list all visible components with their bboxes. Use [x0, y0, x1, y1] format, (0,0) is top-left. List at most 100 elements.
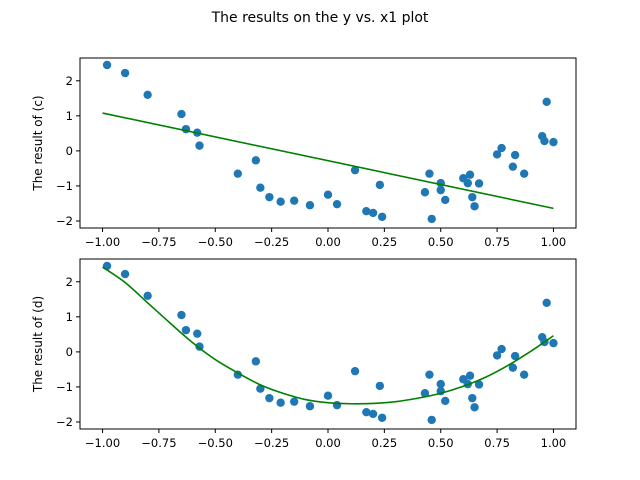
data-point: [251, 156, 261, 165]
data-point: [519, 370, 529, 379]
data-point: [497, 143, 506, 153]
y-tick-label: −1: [56, 380, 73, 394]
data-point: [276, 398, 285, 407]
subplots: −1.00 −0.75 −0.50 −0.25 0.00 0.25 0.50 0.75 1.00…: [31, 57, 577, 450]
data-point: [305, 402, 315, 411]
data-point: [519, 169, 529, 178]
data-point: [510, 150, 520, 160]
data-point: [362, 206, 371, 216]
data-point: [549, 137, 558, 147]
data-point: [441, 195, 450, 205]
data-point: [377, 413, 387, 422]
data-point: [425, 169, 434, 178]
plot-data-layer: [102, 60, 558, 224]
y-tick-label: −2: [56, 415, 73, 429]
y-tick-label: 0: [66, 345, 73, 359]
data-point: [492, 351, 502, 360]
x-tick-label: 0.75: [484, 235, 510, 249]
data-point: [436, 379, 445, 389]
data-point: [508, 162, 518, 171]
data-point: [143, 291, 152, 300]
data-point: [276, 197, 285, 206]
data-point: [474, 380, 484, 389]
data-point: [305, 201, 315, 210]
data-point: [427, 214, 436, 224]
data-point: [323, 190, 333, 199]
x-tick-label: 0.75: [484, 436, 510, 450]
y-tick-label: 2: [66, 74, 73, 88]
data-point: [497, 344, 506, 354]
data-point: [177, 109, 186, 119]
data-point: [181, 325, 191, 335]
data-point: [120, 269, 130, 279]
data-point: [427, 415, 436, 425]
data-point: [102, 60, 112, 70]
data-point: [375, 180, 385, 190]
x-tick-label: 0.25: [372, 235, 398, 249]
x-tick-label: 1.00: [541, 235, 567, 249]
subplot-2: −1.00 −0.75 −0.50 −0.25 0.00 0.25 0.50 0.75 1.00…: [31, 258, 577, 450]
x-tick-label: −0.25: [254, 235, 289, 249]
data-point: [468, 192, 477, 202]
x-tick-label: −0.75: [141, 436, 176, 450]
data-point: [120, 68, 130, 78]
data-point: [549, 338, 558, 348]
data-point: [362, 407, 371, 417]
fit-line: [102, 112, 554, 210]
x-tick-label: −1.00: [85, 436, 120, 450]
data-point: [323, 391, 333, 400]
data-point: [463, 178, 472, 188]
data-point: [195, 342, 204, 351]
data-point: [332, 400, 342, 410]
plot-data-layer: [102, 261, 558, 425]
data-point: [368, 409, 378, 419]
y-axis-label: The result of (d): [31, 296, 45, 393]
data-point: [256, 183, 265, 192]
data-point: [143, 90, 152, 100]
data-point: [465, 371, 475, 380]
data-point: [368, 208, 378, 218]
x-tick-label: −0.75: [141, 235, 176, 249]
x-tick-label: −0.25: [254, 436, 289, 450]
subplot-1: −1.00 −0.75 −0.50 −0.25 0.00 0.25 0.50 0.75 1.00…: [31, 57, 577, 249]
data-point: [474, 179, 484, 188]
data-point: [350, 165, 360, 175]
fit-line: [102, 266, 554, 405]
data-point: [542, 298, 551, 308]
data-point: [420, 188, 430, 197]
data-point: [193, 329, 202, 338]
y-axis-label: The result of (c): [31, 95, 45, 191]
y-tick-label: −2: [56, 214, 73, 228]
y-tick-label: −1: [56, 179, 73, 193]
data-point: [251, 357, 261, 366]
y-tick-label: 1: [66, 310, 73, 324]
data-point: [468, 393, 477, 403]
y-tick-label: 2: [66, 275, 73, 289]
data-point: [332, 199, 342, 209]
data-point: [542, 97, 551, 107]
x-tick-label: 0.25: [372, 436, 398, 450]
x-tick-label: 0.00: [315, 235, 341, 249]
data-point: [420, 389, 430, 398]
data-point: [492, 150, 502, 159]
data-point: [265, 192, 274, 202]
data-point: [510, 351, 520, 361]
data-point: [441, 396, 450, 406]
x-tick-label: 0.50: [428, 436, 454, 450]
data-point: [177, 310, 186, 320]
data-point: [195, 141, 204, 150]
data-point: [377, 212, 387, 221]
y-tick-label: 0: [66, 144, 73, 158]
data-point: [508, 363, 518, 372]
x-tick-label: 0.50: [428, 235, 454, 249]
data-point: [436, 185, 445, 195]
data-point: [425, 370, 434, 379]
data-point: [289, 196, 299, 205]
figure-suptitle: The results on the y vs. x1 plot: [211, 10, 429, 26]
x-tick-label: −0.50: [198, 235, 233, 249]
data-point: [465, 170, 475, 179]
data-point: [470, 202, 479, 211]
x-tick-label: −1.00: [85, 235, 120, 249]
